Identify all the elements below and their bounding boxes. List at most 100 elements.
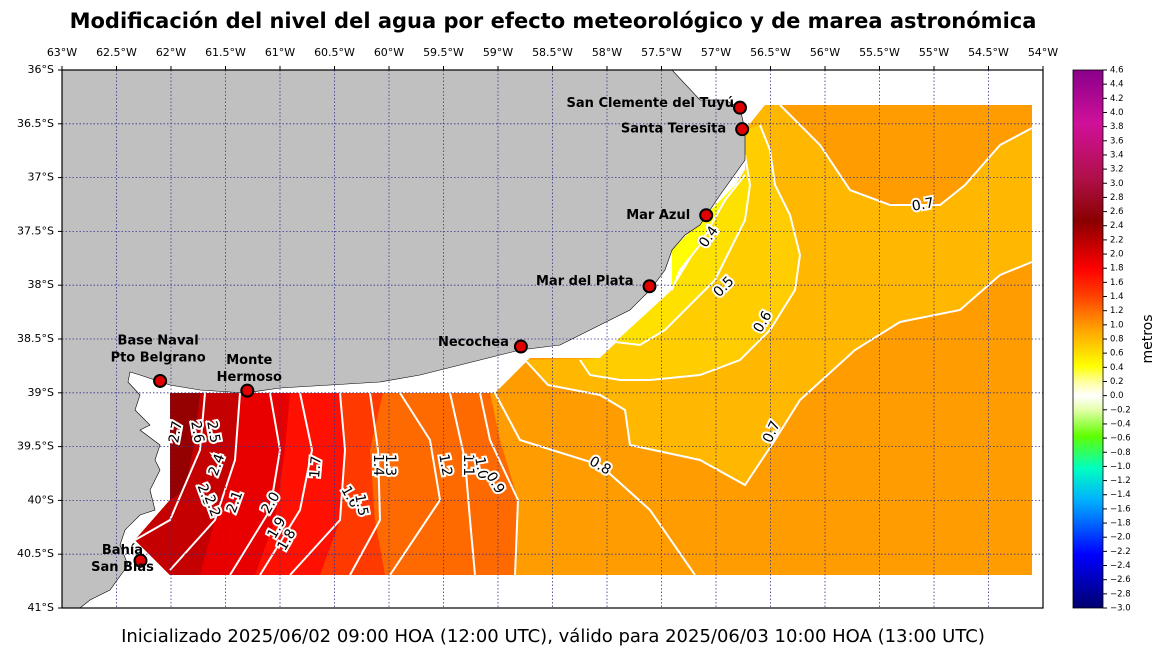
colorbar-tick-label: −0.8 — [1110, 448, 1131, 458]
colorbar-label: metros — [1140, 314, 1156, 363]
x-tick-label: 54°W — [1028, 46, 1058, 59]
colorbar-tick-label: −2.2 — [1110, 547, 1131, 557]
city-label: Santa Teresita — [621, 122, 726, 137]
city-marker — [642, 279, 657, 294]
y-tick-label: 40°S — [28, 493, 54, 506]
y-tick-label: 38°S — [28, 278, 54, 291]
title: Modificación del nivel del agua por efec… — [70, 9, 1037, 33]
city-marker — [240, 383, 255, 398]
y-tick-label: 37°S — [28, 171, 54, 184]
x-tick-label: 55.5°W — [859, 46, 900, 59]
city-marker — [735, 122, 750, 137]
x-tick-label: 55°W — [919, 46, 949, 59]
colorbar-tick-label: −2.6 — [1110, 575, 1131, 585]
x-tick-label: 63°W — [47, 46, 77, 59]
contour-line — [349, 392, 382, 576]
city-label: Base Naval — [118, 333, 199, 348]
city-label: Mar Azul — [626, 208, 690, 223]
contour-label: 1.1 — [460, 454, 476, 476]
colorbar-tick-label: 0.6 — [1110, 349, 1124, 359]
contour-line — [579, 124, 802, 381]
contour-label: 1.7 — [307, 455, 325, 479]
colorbar-tick-label: 3.4 — [1110, 150, 1124, 160]
x-tick-label: 62.5°W — [96, 46, 137, 59]
colorbar-tick-label: −3.0 — [1110, 604, 1131, 614]
city-label: San Clemente del Tuyú — [567, 96, 734, 111]
y-tick-label: 36.5°S — [17, 117, 54, 130]
footer: Inicializado 2025/06/02 09:00 HOA (12:00… — [121, 626, 985, 647]
y-tick-label: 39.5°S — [17, 440, 54, 453]
colorbar-tick-label: 0.0 — [1110, 391, 1124, 401]
colorbar-tick-label: −1.6 — [1110, 504, 1131, 514]
contour-line — [779, 104, 1033, 206]
y-tick-label: 36°S — [28, 63, 54, 76]
colorbar-tick-label: 3.8 — [1110, 122, 1124, 132]
colorbar-tick-label: 1.4 — [1110, 292, 1124, 302]
contour-label: 2.5 — [203, 420, 223, 445]
city-label: Bahía — [102, 543, 143, 558]
contour-label: 2.7 — [166, 420, 186, 445]
x-tick-label: 60.5°W — [314, 46, 355, 59]
colorbar-tick-label: 2.4 — [1110, 221, 1124, 231]
contour-line — [494, 392, 696, 576]
colorbar-tick-label: −1.2 — [1110, 476, 1131, 486]
contour-line — [134, 392, 206, 541]
city-marker — [732, 100, 747, 115]
city-marker — [133, 553, 148, 568]
x-tick-label: 58°W — [592, 46, 622, 59]
colorbar-tick-label: −1.4 — [1110, 490, 1131, 500]
contour-label: 2.6 — [187, 420, 207, 445]
colorbar-tick-label: −1.0 — [1110, 462, 1131, 472]
y-tick-label: 40.5°S — [17, 547, 54, 560]
colorbar-tick-label: 3.0 — [1110, 179, 1124, 189]
contour-label: 0.7 — [911, 195, 936, 215]
zone — [135, 393, 240, 575]
x-tick-label: 58.5°W — [532, 46, 573, 59]
x-tick-label: 57°W — [701, 46, 731, 59]
contour-label: 1.3 — [382, 454, 398, 476]
city-marker — [513, 339, 528, 354]
colorbar-tick-label: 2.6 — [1110, 207, 1124, 217]
colorbar-tick-label: −0.4 — [1110, 419, 1131, 429]
colorbar-tick-label: 0.4 — [1110, 363, 1124, 373]
colorbar-tick-label: 0.8 — [1110, 335, 1124, 345]
contour-label: 1.5 — [351, 493, 371, 518]
colorbar-tick-label: 1.0 — [1110, 320, 1124, 330]
x-tick-label: 57.5°W — [641, 46, 682, 59]
colorbar-tick-label: 4.0 — [1110, 108, 1124, 118]
colorbar-tick-label: 1.2 — [1110, 306, 1124, 316]
city-label: Hermoso — [217, 370, 282, 385]
contour-line — [671, 174, 746, 291]
contour-line — [229, 392, 282, 576]
city-marker — [699, 208, 714, 223]
x-tick-label: 59.5°W — [423, 46, 464, 59]
contour-label: 1.2 — [435, 453, 455, 478]
x-tick-label: 61°W — [265, 46, 295, 59]
colorbar-tick-label: −2.0 — [1110, 533, 1131, 543]
contour-line — [614, 154, 752, 347]
map-field — [62, 70, 1033, 608]
contour-line — [289, 392, 347, 576]
x-tick-label: 60°W — [374, 46, 404, 59]
x-tick-label: 59°W — [483, 46, 513, 59]
contour-line — [169, 392, 241, 571]
city-label: Mar del Plata — [536, 274, 634, 289]
y-tick-label: 41°S — [28, 601, 54, 614]
contour-line — [524, 261, 1033, 487]
colorbar-tick-label: 2.0 — [1110, 250, 1124, 260]
contour-label: 1.4 — [370, 454, 386, 476]
colorbar-tick-label: 3.6 — [1110, 136, 1124, 146]
city-label: Monte — [226, 353, 272, 368]
city-marker — [153, 373, 168, 388]
colorbar-tick-label: 4.6 — [1110, 66, 1124, 76]
x-tick-label: 54.5°W — [968, 46, 1009, 59]
colorbar-tick-label: 2.2 — [1110, 235, 1124, 245]
colorbar-tick-label: −0.6 — [1110, 434, 1131, 444]
x-tick-label: 56°W — [810, 46, 840, 59]
colorbar-tick-label: 4.4 — [1110, 80, 1124, 90]
colorbar — [1072, 69, 1104, 609]
contour-line — [389, 392, 442, 576]
colorbar-tick-label: 2.8 — [1110, 193, 1124, 203]
y-tick-label: 37.5°S — [17, 224, 54, 237]
